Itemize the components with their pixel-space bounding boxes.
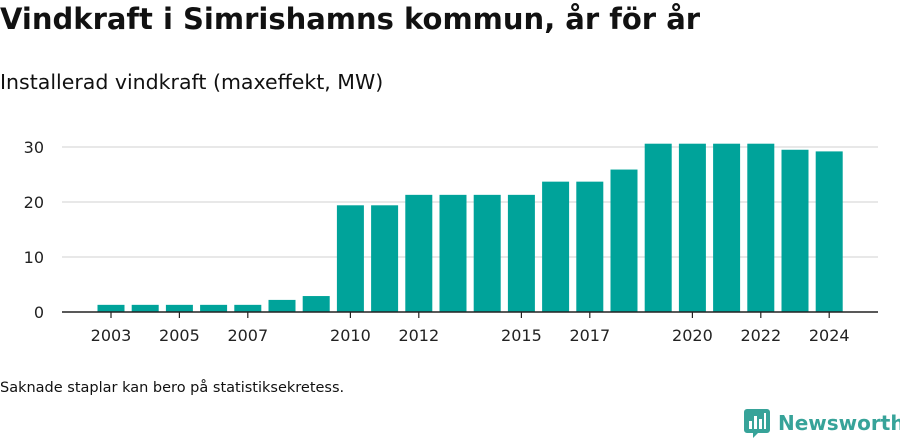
x-tick-label-2022: 2022 — [740, 326, 781, 345]
bar-2008 — [268, 299, 296, 312]
bar-2023 — [781, 149, 809, 312]
bar-2014 — [473, 194, 501, 312]
y-tick-label-20: 20 — [24, 193, 44, 212]
bar-2012 — [405, 194, 433, 312]
bars — [97, 143, 843, 312]
y-tick-label-10: 10 — [24, 248, 44, 267]
bar-2003 — [97, 304, 125, 312]
y-tick-label-0: 0 — [34, 303, 44, 322]
x-tick-label-2024: 2024 — [809, 326, 850, 345]
bar-2017 — [576, 181, 604, 312]
bar-2021 — [713, 143, 741, 312]
bar-2016 — [542, 181, 570, 312]
brand-name: Newsworthy — [778, 411, 900, 435]
bar-2024 — [815, 151, 843, 312]
axes: 0 10 20 30 2003 2005 2007 2010 2012 2015 2017 2020 2… — [24, 138, 878, 345]
brand-link[interactable]: Newsworthy — [744, 407, 900, 439]
bar-2005 — [165, 304, 193, 312]
bar-2018 — [610, 169, 638, 312]
y-tick-label-30: 30 — [24, 138, 44, 157]
bar-2015 — [507, 194, 535, 312]
x-tick-label-2005: 2005 — [159, 326, 200, 345]
x-tick-label-2003: 2003 — [91, 326, 132, 345]
bar-2013 — [439, 194, 467, 312]
gridlines — [62, 146, 878, 258]
bar-2011 — [371, 205, 399, 312]
x-tick-label-2007: 2007 — [227, 326, 268, 345]
bar-2009 — [302, 296, 330, 312]
bar-2004 — [131, 304, 159, 312]
x-tick-label-2017: 2017 — [569, 326, 610, 345]
bar-2010 — [336, 205, 364, 312]
x-tick-label-2010: 2010 — [330, 326, 371, 345]
bar-2020 — [678, 143, 706, 312]
bar-2007 — [234, 304, 262, 312]
x-tick-label-2020: 2020 — [672, 326, 713, 345]
bar-2022 — [747, 143, 775, 312]
chart-title: Vindkraft i Simrishamns kommun, år för å… — [0, 2, 701, 36]
footnote: Saknade staplar kan bero på statistiksek… — [0, 380, 345, 396]
x-tick-label-2015: 2015 — [501, 326, 542, 345]
chart-subtitle: Installerad vindkraft (maxeffekt, MW) — [0, 70, 384, 94]
bar-2019 — [644, 143, 672, 312]
bar-2006 — [200, 304, 228, 312]
x-tick-label-2012: 2012 — [398, 326, 439, 345]
newsworthy-logo-icon — [744, 408, 770, 438]
